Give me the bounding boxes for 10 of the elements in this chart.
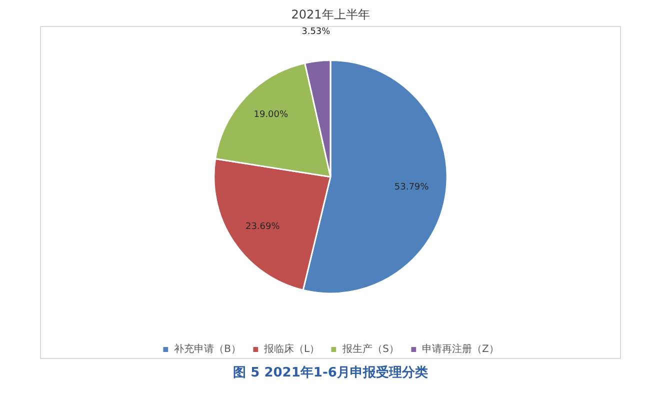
chart-title: 2021年上半年 (291, 8, 370, 22)
legend-label: 申请再注册（Z） (422, 342, 499, 356)
data-label: 23.69% (245, 222, 280, 232)
legend-label: 报生产（S） (342, 342, 399, 356)
legend-label: 补充申请（B） (174, 342, 242, 356)
data-label: 3.53% (302, 26, 331, 37)
legend-label: 报临床（L） (264, 342, 320, 356)
data-label: 53.79% (394, 182, 430, 193)
caption: 图 5 2021年1-6月申报受理分类 (233, 364, 428, 380)
data-label: 19.00% (254, 110, 289, 120)
